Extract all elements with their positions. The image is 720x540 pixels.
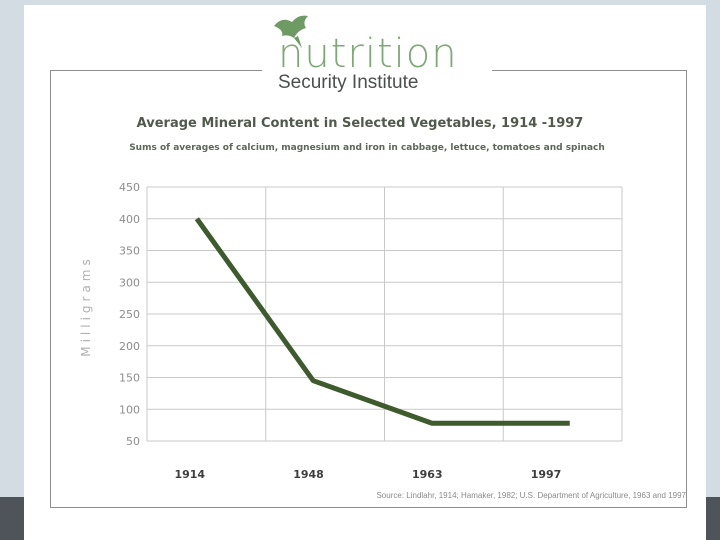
series (194, 217, 570, 426)
chart-subtitle: Sums of averages of calcium, magnesium a… (129, 143, 605, 153)
source-note: Source: Lindlahr, 1914; Hamaker, 1982; U… (376, 491, 686, 500)
x-tick-labels: 1914 1948 1963 1997 (174, 468, 561, 481)
series-line (194, 217, 570, 426)
frame-gap (262, 64, 492, 78)
bird-logo-icon (274, 15, 308, 48)
x-tick-label: 1948 (293, 468, 324, 481)
y-tick-labels: 450 400 350 300 250 200 150 100 50 (119, 181, 140, 448)
y-tick-label: 50 (126, 435, 140, 448)
y-tick-label: 400 (119, 213, 140, 226)
y-tick-label: 100 (119, 403, 140, 416)
y-tick-label: 450 (119, 181, 140, 194)
grid (146, 186, 623, 442)
y-tick-label: 350 (119, 245, 140, 258)
y-tick-label: 200 (119, 340, 140, 353)
x-tick-label: 1963 (412, 468, 443, 481)
logo-subtitle: Security Institute (278, 72, 419, 93)
y-tick-label: 150 (119, 372, 140, 385)
y-axis-label: Milligrams (79, 255, 93, 357)
x-tick-label: 1997 (531, 468, 562, 481)
chart-title: Average Mineral Content in Selected Vege… (136, 116, 584, 131)
logo: nutrition Security Institute (268, 12, 498, 98)
y-tick-label: 250 (119, 308, 140, 321)
logo-wordmark: nutrition (278, 31, 458, 77)
x-tick-label: 1914 (174, 468, 205, 481)
slide (24, 5, 706, 540)
y-tick-label: 300 (119, 276, 140, 289)
